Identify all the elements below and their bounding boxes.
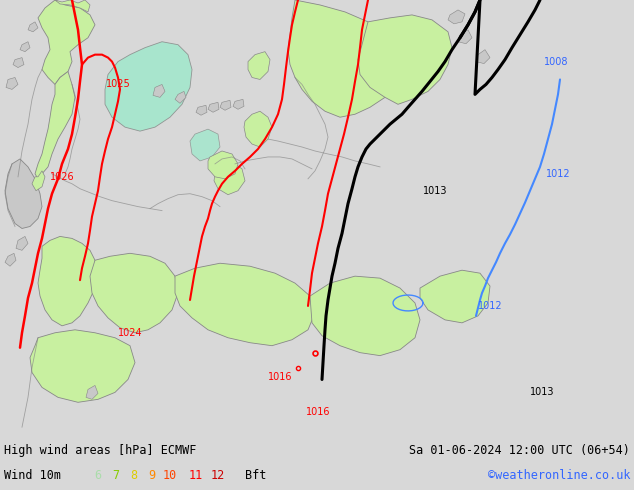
- Polygon shape: [86, 386, 98, 399]
- Text: 10: 10: [163, 468, 177, 482]
- Text: 11: 11: [189, 468, 203, 482]
- Polygon shape: [55, 0, 90, 12]
- Text: 1016: 1016: [306, 407, 330, 417]
- Text: 1013: 1013: [530, 388, 554, 397]
- Polygon shape: [220, 100, 231, 110]
- Polygon shape: [248, 51, 270, 79]
- Polygon shape: [196, 105, 207, 115]
- Polygon shape: [153, 84, 165, 98]
- Polygon shape: [13, 58, 24, 68]
- Text: 6: 6: [94, 468, 101, 482]
- Polygon shape: [6, 77, 18, 89]
- Text: 1012: 1012: [546, 169, 571, 179]
- Polygon shape: [448, 10, 465, 24]
- Text: 1013: 1013: [423, 186, 447, 196]
- Polygon shape: [30, 330, 135, 402]
- Polygon shape: [35, 72, 75, 179]
- Polygon shape: [32, 171, 45, 191]
- Polygon shape: [288, 0, 405, 117]
- Text: ©weatheronline.co.uk: ©weatheronline.co.uk: [488, 468, 630, 482]
- Polygon shape: [28, 22, 38, 32]
- Polygon shape: [5, 159, 42, 228]
- Polygon shape: [214, 164, 245, 195]
- Text: 12: 12: [211, 468, 225, 482]
- Text: 1025: 1025: [106, 79, 131, 90]
- Text: 9: 9: [148, 468, 155, 482]
- Polygon shape: [175, 92, 186, 103]
- Polygon shape: [310, 276, 420, 356]
- Polygon shape: [233, 99, 244, 109]
- Text: Bft: Bft: [245, 468, 266, 482]
- Text: High wind areas [hPa] ECMWF: High wind areas [hPa] ECMWF: [4, 444, 197, 457]
- Polygon shape: [90, 253, 178, 333]
- Text: 1012: 1012: [477, 301, 502, 311]
- Polygon shape: [105, 42, 192, 131]
- Polygon shape: [208, 102, 219, 112]
- Polygon shape: [20, 42, 30, 51]
- Polygon shape: [38, 0, 95, 84]
- Text: 1016: 1016: [268, 372, 292, 383]
- Polygon shape: [38, 236, 98, 326]
- Polygon shape: [208, 151, 238, 179]
- Text: 1008: 1008: [544, 56, 568, 67]
- Text: 1026: 1026: [49, 172, 74, 182]
- Polygon shape: [244, 111, 272, 147]
- Text: 8: 8: [131, 468, 138, 482]
- Polygon shape: [420, 270, 490, 323]
- Polygon shape: [16, 236, 28, 250]
- Polygon shape: [190, 129, 220, 161]
- Text: 7: 7: [112, 468, 120, 482]
- Polygon shape: [358, 15, 452, 104]
- Polygon shape: [175, 263, 315, 345]
- Polygon shape: [5, 253, 16, 266]
- Text: Wind 10m: Wind 10m: [4, 468, 61, 482]
- Text: 1024: 1024: [118, 328, 142, 338]
- Text: Sa 01-06-2024 12:00 UTC (06+54): Sa 01-06-2024 12:00 UTC (06+54): [409, 444, 630, 457]
- Polygon shape: [458, 30, 472, 44]
- Polygon shape: [476, 49, 490, 64]
